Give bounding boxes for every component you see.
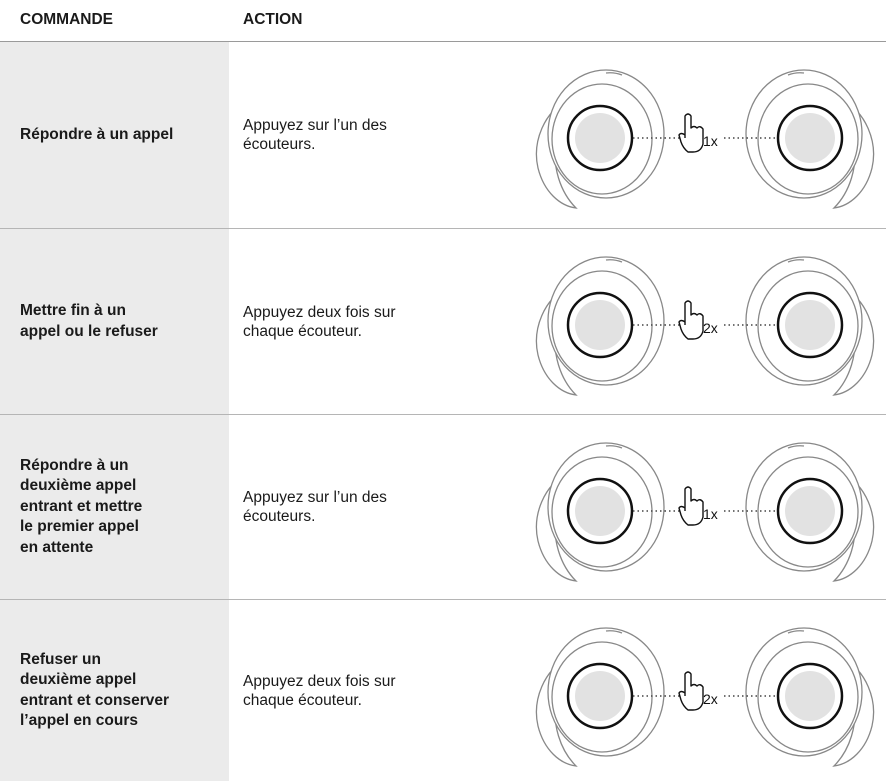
tap-count: 2x — [703, 691, 718, 707]
command-text: Répondre à un appel — [20, 125, 174, 143]
table-header: COMMANDE ACTION — [0, 0, 886, 42]
action-text: écouteurs. — [243, 136, 316, 153]
illustration: 1x — [535, 442, 875, 582]
right-earbud — [745, 69, 875, 209]
earbud-pad — [575, 486, 625, 536]
command-text: entrant et mettre — [20, 497, 143, 515]
earbud-inner — [757, 456, 859, 568]
table-row: Refuser un deuxième appel entrant et conse… — [0, 600, 886, 781]
earbud-mark — [605, 445, 623, 449]
action-text: Appuyez sur l’un des — [243, 489, 387, 506]
action-text: Appuyez sur l’un des — [243, 117, 387, 134]
right-earbud — [745, 442, 875, 582]
command-text: Mettre fin à un — [20, 302, 126, 319]
command-text: l’appel en cours — [20, 712, 139, 729]
command-cell: Refuser un deuxième appel entrant et conse… — [0, 600, 229, 781]
command-text: deuxième appel — [20, 477, 137, 495]
action-text: chaque écouteur. — [243, 322, 362, 340]
earbud-mark — [787, 630, 805, 634]
action-cell: Appuyez sur l’un des écouteurs. — [243, 42, 387, 228]
command-cell: Mettre fin à un appel ou le refuser — [0, 229, 229, 414]
action-text: Appuyez deux fois sur — [243, 672, 396, 690]
earbud-mark — [787, 72, 805, 76]
earbud-inner — [551, 456, 653, 568]
header-command: COMMANDE — [20, 11, 113, 28]
earbud-mark — [605, 259, 623, 263]
action-cell: Appuyez deux fois sur chaque écouteur. — [243, 600, 396, 781]
table-row: Répondre à un appel Appuyez sur l’un des é… — [0, 42, 886, 229]
header-action: ACTION — [243, 11, 303, 28]
command-text: en attente — [20, 538, 94, 556]
command-text: le premier appel — [20, 518, 139, 536]
left-earbud — [535, 442, 665, 582]
illustration: 2x — [535, 627, 875, 767]
action-text: écouteurs. — [243, 508, 316, 525]
hand-icon — [678, 486, 704, 526]
action-text: Appuyez deux fois sur — [243, 303, 396, 321]
earbud-pad — [785, 113, 835, 163]
hand-icon — [678, 671, 704, 711]
left-earbud — [535, 627, 665, 767]
right-earbud — [745, 256, 875, 396]
earbud-pad — [575, 300, 625, 350]
earbud-pad — [575, 671, 625, 721]
action-text: chaque écouteur. — [243, 691, 362, 709]
earbud-inner — [757, 83, 859, 195]
earbud-pad — [785, 671, 835, 721]
earbud-mark — [605, 630, 623, 634]
earbud-mark — [605, 72, 623, 76]
earbud-inner — [757, 641, 859, 753]
tap-count: 1x — [703, 133, 718, 149]
action-cell: Appuyez sur l’un des écouteurs. — [243, 415, 387, 599]
illustration: 2x — [535, 256, 875, 396]
illustration: 1x — [535, 69, 875, 209]
earbud-mark — [787, 259, 805, 263]
left-earbud — [535, 256, 665, 396]
earbud-mark — [787, 445, 805, 449]
earbud-pad — [785, 486, 835, 536]
right-earbud — [745, 627, 875, 767]
table-row: Mettre fin à un appel ou le refuser Appuye… — [0, 229, 886, 415]
earbud-inner — [757, 270, 859, 382]
left-earbud — [535, 69, 665, 209]
earbud-pad — [575, 113, 625, 163]
command-text: appel ou le refuser — [20, 322, 158, 340]
command-text: entrant et conserver — [20, 691, 170, 709]
earbud-inner — [551, 83, 653, 195]
hand-icon — [678, 113, 704, 153]
tap-count: 2x — [703, 320, 718, 336]
earbud-inner — [551, 641, 653, 753]
command-text: deuxième appel — [20, 671, 137, 688]
command-text: Refuser un — [20, 650, 101, 668]
earbud-inner — [551, 270, 653, 382]
table-row: Répondre à un deuxième appel entrant et me… — [0, 415, 886, 600]
tap-count: 1x — [703, 506, 718, 522]
hand-icon — [678, 300, 704, 340]
earbud-pad — [785, 300, 835, 350]
command-text: Répondre à un — [20, 456, 129, 474]
command-cell: Répondre à un appel — [0, 42, 229, 228]
action-cell: Appuyez deux fois sur chaque écouteur. — [243, 229, 396, 414]
command-cell: Répondre à un deuxième appel entrant et me… — [0, 415, 229, 599]
